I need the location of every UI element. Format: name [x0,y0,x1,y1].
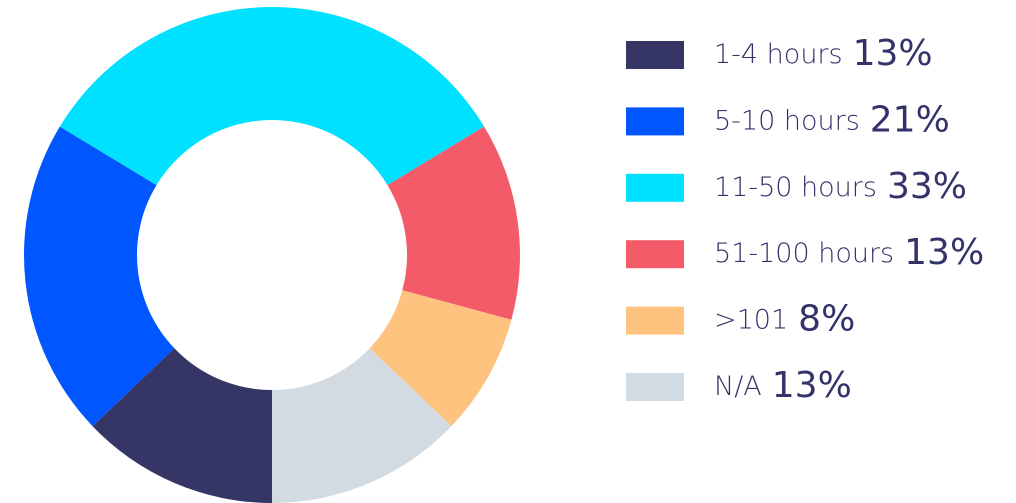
legend-value: 33% [887,166,967,207]
legend-swatch [626,240,684,269]
legend-value: 13% [772,365,852,406]
legend-value: 13% [904,232,984,273]
legend-label: 1-4 hours [714,39,843,70]
legend-value: 13% [853,33,933,74]
legend-entry: 5-10 hours 21% [714,99,950,140]
legend-swatch [626,306,684,335]
legend-label: 51-100 hours [714,238,894,269]
legend-entry: 11-50 hours 33% [714,166,967,207]
legend-entry: 51-100 hours 13% [714,232,984,273]
legend-entry: >101 8% [714,299,855,340]
legend-label: >101 [714,304,788,335]
legend-label: N/A [714,371,762,402]
legend-swatch [626,173,684,202]
legend-label: 11-50 hours [714,171,877,202]
donut-slice [369,290,512,427]
legend-swatch [626,107,684,136]
donut-slice [59,6,485,186]
legend-swatch [626,41,684,69]
donut-slice [272,348,452,503]
donut-slice [92,348,272,503]
donut-slice [387,126,520,320]
legend-swatch [626,373,684,401]
legend-value: 21% [870,99,950,140]
legend-value: 8% [798,299,855,340]
legend-entry: 1-4 hours 13% [714,33,933,74]
legend-entry: N/A 13% [714,365,852,406]
legend-label: 5-10 hours [714,105,860,136]
donut-slice [24,126,175,427]
